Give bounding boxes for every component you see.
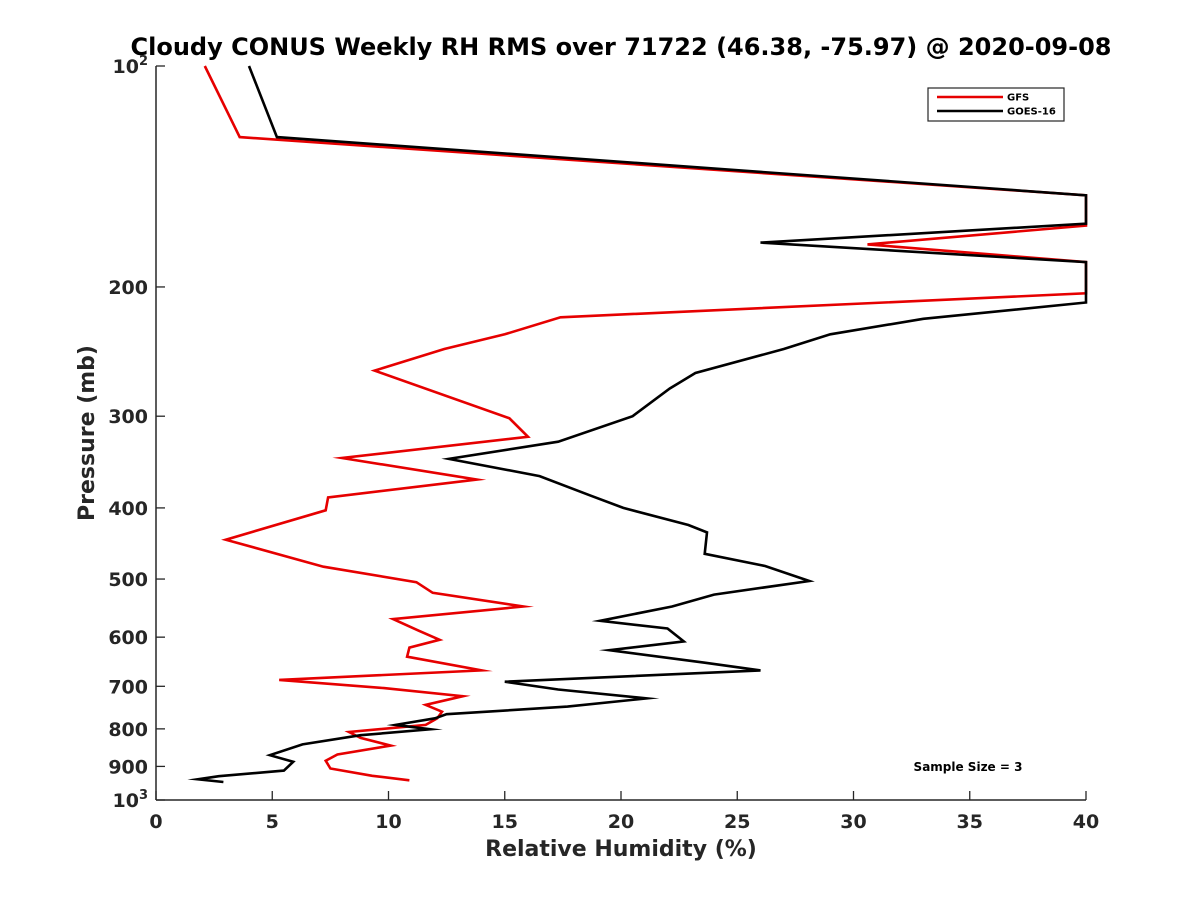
y-tick-label: 400 xyxy=(108,498,148,520)
y-tick-label: 900 xyxy=(108,756,148,778)
x-axis-ticks: 0 5 10 15 20 25 30 35 40 xyxy=(149,791,1099,833)
y-axis-label: Pressure (mb) xyxy=(75,345,100,521)
y-tick-label: 200 xyxy=(108,277,148,299)
series-line-gfs xyxy=(203,65,1088,782)
y-tick-label: 600 xyxy=(108,627,148,649)
sample-size-annotation: Sample Size = 3 xyxy=(914,760,1023,774)
y-tick-label: 800 xyxy=(108,719,148,741)
y-axis-ticks: 102 200 300 400 500 600 700 800 900 103 xyxy=(108,54,165,812)
legend-entries: GFS GOES-16 xyxy=(937,93,1056,118)
legend-label: GFS xyxy=(1007,93,1029,104)
series-layer xyxy=(187,65,1088,784)
x-tick-label: 5 xyxy=(266,811,279,833)
x-tick-label: 35 xyxy=(957,811,983,833)
x-tick-label: 30 xyxy=(840,811,866,833)
y-tick-label: 300 xyxy=(108,406,148,428)
x-tick-label: 10 xyxy=(375,811,401,833)
legend-label: GOES-16 xyxy=(1007,107,1056,118)
legend: GFS GOES-16 xyxy=(927,87,1065,122)
y-tick-label: 700 xyxy=(108,676,148,698)
x-tick-label: 0 xyxy=(149,811,162,833)
y-tick-label: 102 xyxy=(113,54,149,78)
series-line-goes-16 xyxy=(187,65,1088,784)
x-axis-label: Relative Humidity (%) xyxy=(485,837,757,862)
legend-box xyxy=(927,87,1065,122)
y-tick-label: 103 xyxy=(113,788,149,812)
y-tick-label: 500 xyxy=(108,569,148,591)
chart-title: Cloudy CONUS Weekly RH RMS over 71722 (4… xyxy=(131,33,1112,61)
x-tick-label: 15 xyxy=(492,811,518,833)
x-tick-label: 20 xyxy=(608,811,634,833)
x-tick-label: 25 xyxy=(724,811,750,833)
plot-area xyxy=(156,66,1086,800)
x-tick-label: 40 xyxy=(1073,811,1099,833)
